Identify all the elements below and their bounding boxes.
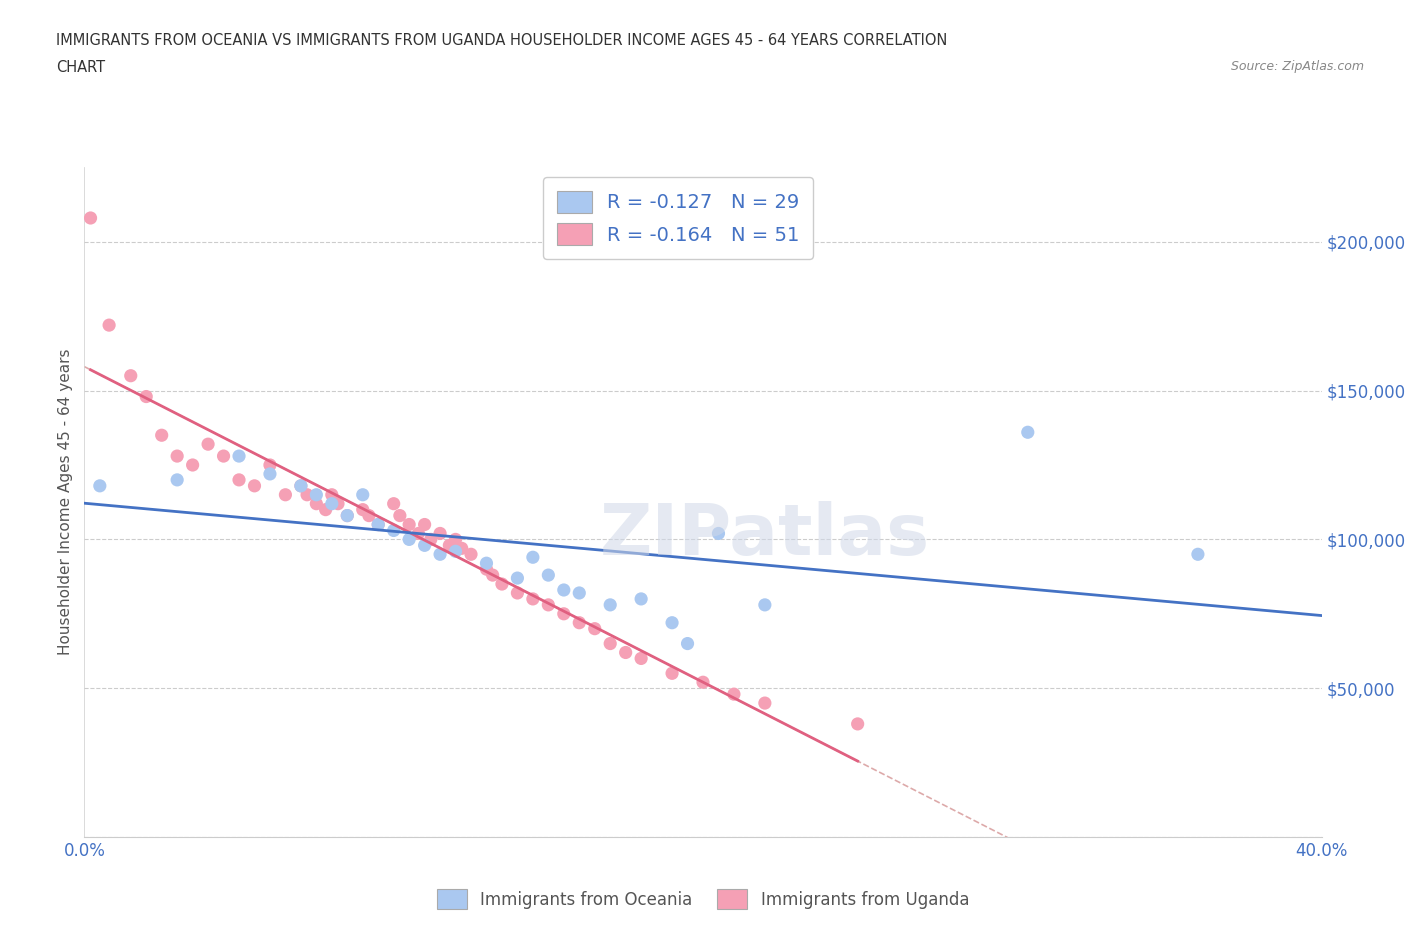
- Point: [398, 532, 420, 547]
- Point: [228, 472, 250, 487]
- Point: [506, 586, 529, 601]
- Text: CHART: CHART: [56, 60, 105, 75]
- Point: [326, 497, 349, 512]
- Point: [537, 597, 560, 612]
- Point: [228, 448, 250, 463]
- Point: [444, 544, 467, 559]
- Point: [197, 437, 219, 452]
- Point: [676, 636, 699, 651]
- Point: [429, 547, 451, 562]
- Point: [367, 517, 389, 532]
- Text: Source: ZipAtlas.com: Source: ZipAtlas.com: [1230, 60, 1364, 73]
- Point: [450, 541, 472, 556]
- Point: [846, 716, 869, 731]
- Point: [259, 467, 281, 482]
- Point: [382, 523, 405, 538]
- Point: [522, 591, 544, 606]
- Point: [166, 448, 188, 463]
- Point: [553, 582, 575, 597]
- Point: [305, 487, 328, 502]
- Point: [243, 478, 266, 493]
- Point: [506, 571, 529, 586]
- Point: [599, 636, 621, 651]
- Point: [568, 586, 591, 601]
- Point: [754, 597, 776, 612]
- Point: [398, 517, 420, 532]
- Point: [321, 487, 343, 502]
- Point: [382, 497, 405, 512]
- Point: [79, 210, 101, 225]
- Point: [181, 458, 204, 472]
- Point: [1187, 547, 1209, 562]
- Point: [352, 502, 374, 517]
- Point: [537, 567, 560, 582]
- Point: [481, 567, 503, 582]
- Point: [274, 487, 297, 502]
- Point: [98, 318, 121, 333]
- Point: [321, 497, 343, 512]
- Point: [336, 508, 359, 523]
- Y-axis label: Householder Income Ages 45 - 64 years: Householder Income Ages 45 - 64 years: [58, 349, 73, 656]
- Point: [475, 562, 498, 577]
- Point: [336, 508, 359, 523]
- Legend: R = -0.127   N = 29, R = -0.164   N = 51: R = -0.127 N = 29, R = -0.164 N = 51: [543, 177, 813, 259]
- Point: [568, 616, 591, 631]
- Point: [754, 696, 776, 711]
- Point: [522, 550, 544, 565]
- Point: [89, 478, 111, 493]
- Point: [1017, 425, 1039, 440]
- Point: [661, 616, 683, 631]
- Point: [475, 556, 498, 571]
- Point: [630, 591, 652, 606]
- Point: [305, 497, 328, 512]
- Legend: Immigrants from Oceania, Immigrants from Uganda: Immigrants from Oceania, Immigrants from…: [429, 881, 977, 917]
- Text: ZIPatlas: ZIPatlas: [600, 501, 929, 570]
- Point: [419, 532, 441, 547]
- Point: [290, 478, 312, 493]
- Point: [413, 538, 436, 552]
- Point: [120, 368, 142, 383]
- Point: [460, 547, 482, 562]
- Point: [553, 606, 575, 621]
- Point: [630, 651, 652, 666]
- Point: [614, 645, 637, 660]
- Point: [212, 448, 235, 463]
- Point: [290, 478, 312, 493]
- Point: [135, 389, 157, 404]
- Point: [352, 487, 374, 502]
- Point: [388, 508, 411, 523]
- Point: [491, 577, 513, 591]
- Point: [408, 526, 430, 541]
- Point: [367, 517, 389, 532]
- Point: [259, 458, 281, 472]
- Point: [444, 532, 467, 547]
- Point: [439, 538, 461, 552]
- Point: [707, 526, 730, 541]
- Point: [295, 487, 318, 502]
- Point: [661, 666, 683, 681]
- Point: [583, 621, 606, 636]
- Point: [723, 686, 745, 701]
- Point: [429, 526, 451, 541]
- Point: [315, 502, 337, 517]
- Point: [357, 508, 380, 523]
- Point: [692, 675, 714, 690]
- Point: [150, 428, 173, 443]
- Point: [599, 597, 621, 612]
- Point: [413, 517, 436, 532]
- Point: [166, 472, 188, 487]
- Text: IMMIGRANTS FROM OCEANIA VS IMMIGRANTS FROM UGANDA HOUSEHOLDER INCOME AGES 45 - 6: IMMIGRANTS FROM OCEANIA VS IMMIGRANTS FR…: [56, 33, 948, 47]
